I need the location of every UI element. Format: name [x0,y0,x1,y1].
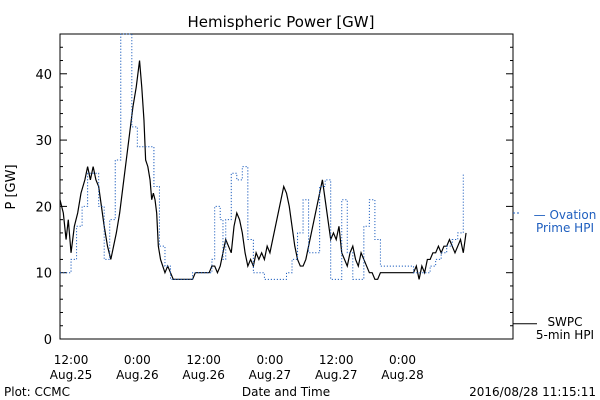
x-tick-label-time: 12:00 [186,353,221,367]
x-tick-label-time: 0:00 [124,353,151,367]
footer-timestamp: 2016/08/28 11:15:11 [469,385,596,399]
x-axis-label: Date and Time [242,385,330,399]
series-line-0 [59,60,467,280]
y-tick-label-30: 30 [35,134,52,149]
legend-swpc-line1: SWPC [547,315,582,329]
footer-source: Plot: CCMC [4,385,70,399]
y-tick-label-20: 20 [35,200,52,215]
series-line-1 [60,33,464,280]
plot-frame [59,33,514,340]
x-tick-label-date: Aug.25 [50,368,93,382]
x-tick-label-time: 12:00 [54,353,89,367]
series-lines [59,33,467,280]
y-axis-label: P [GW] [4,164,19,209]
x-tick-label-date: Aug.27 [315,368,358,382]
y-axis: 0 10 20 30 40 [35,46,513,348]
y-tick-label-0: 0 [44,333,52,348]
legend: — Ovation Prime HPI SWPC 5-min HPI [513,208,596,342]
legend-swpc-line2: 5-min HPI [536,328,594,342]
x-tick-label-date: Aug.27 [249,368,292,382]
chart-title: Hemispheric Power [GW] [188,13,375,31]
x-tick-label-time: 0:00 [389,353,416,367]
y-tick-label-40: 40 [35,68,52,83]
legend-ovation-line2: Prime HPI [536,221,594,235]
x-tick-label-time: 0:00 [256,353,283,367]
x-tick-label-date: Aug.28 [381,368,424,382]
x-tick-label-time: 12:00 [319,353,354,367]
y-tick-label-10: 10 [35,267,52,282]
x-axis: 12:00Aug.250:00Aug.2612:00Aug.260:00Aug.… [50,353,424,382]
x-tick-label-date: Aug.26 [116,368,159,382]
x-tick-label-date: Aug.26 [182,368,225,382]
legend-ovation-line1: — Ovation [534,208,597,222]
